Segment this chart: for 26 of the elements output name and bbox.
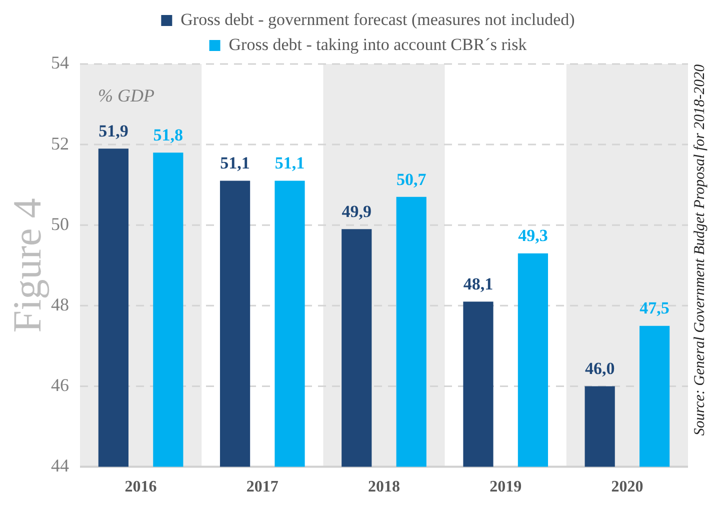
y-tick-label: 46 — [51, 374, 69, 395]
data-label: 51,9 — [98, 121, 128, 140]
data-label: 51,8 — [153, 126, 184, 145]
y-tick-label: 52 — [51, 133, 69, 154]
x-tick-label: 2017 — [246, 478, 278, 496]
data-label: 51,1 — [274, 154, 305, 173]
data-label: 50,7 — [396, 170, 427, 189]
x-tick-label: 2016 — [124, 478, 157, 496]
y-tick-label: 44 — [51, 456, 69, 476]
source-note: Source: General Government Budget Proposal for 2018-2020 — [692, 64, 708, 436]
y-tick-label: 50 — [51, 214, 69, 234]
data-label: 46,0 — [584, 359, 615, 378]
y-tick-label: 54 — [51, 52, 69, 73]
data-label: 47,5 — [640, 298, 670, 318]
y-axis-title: % GDP — [98, 86, 154, 106]
data-label: 48,1 — [463, 274, 494, 294]
legend-label: Gross debt - taking into account CBR´s risk — [228, 34, 528, 54]
legend-label: Gross debt - government forecast (measures not included) — [180, 10, 575, 29]
caption: Figure 4 — [4, 198, 50, 333]
data-label: 49,3 — [518, 226, 548, 246]
x-tick-label: 2018 — [368, 478, 400, 496]
data-label: 51,1 — [220, 154, 250, 173]
x-tick-label: 2019 — [490, 478, 522, 496]
y-tick-label: 48 — [51, 294, 69, 314]
data-label: 49,9 — [342, 202, 372, 222]
x-tick-label: 2020 — [611, 478, 644, 496]
